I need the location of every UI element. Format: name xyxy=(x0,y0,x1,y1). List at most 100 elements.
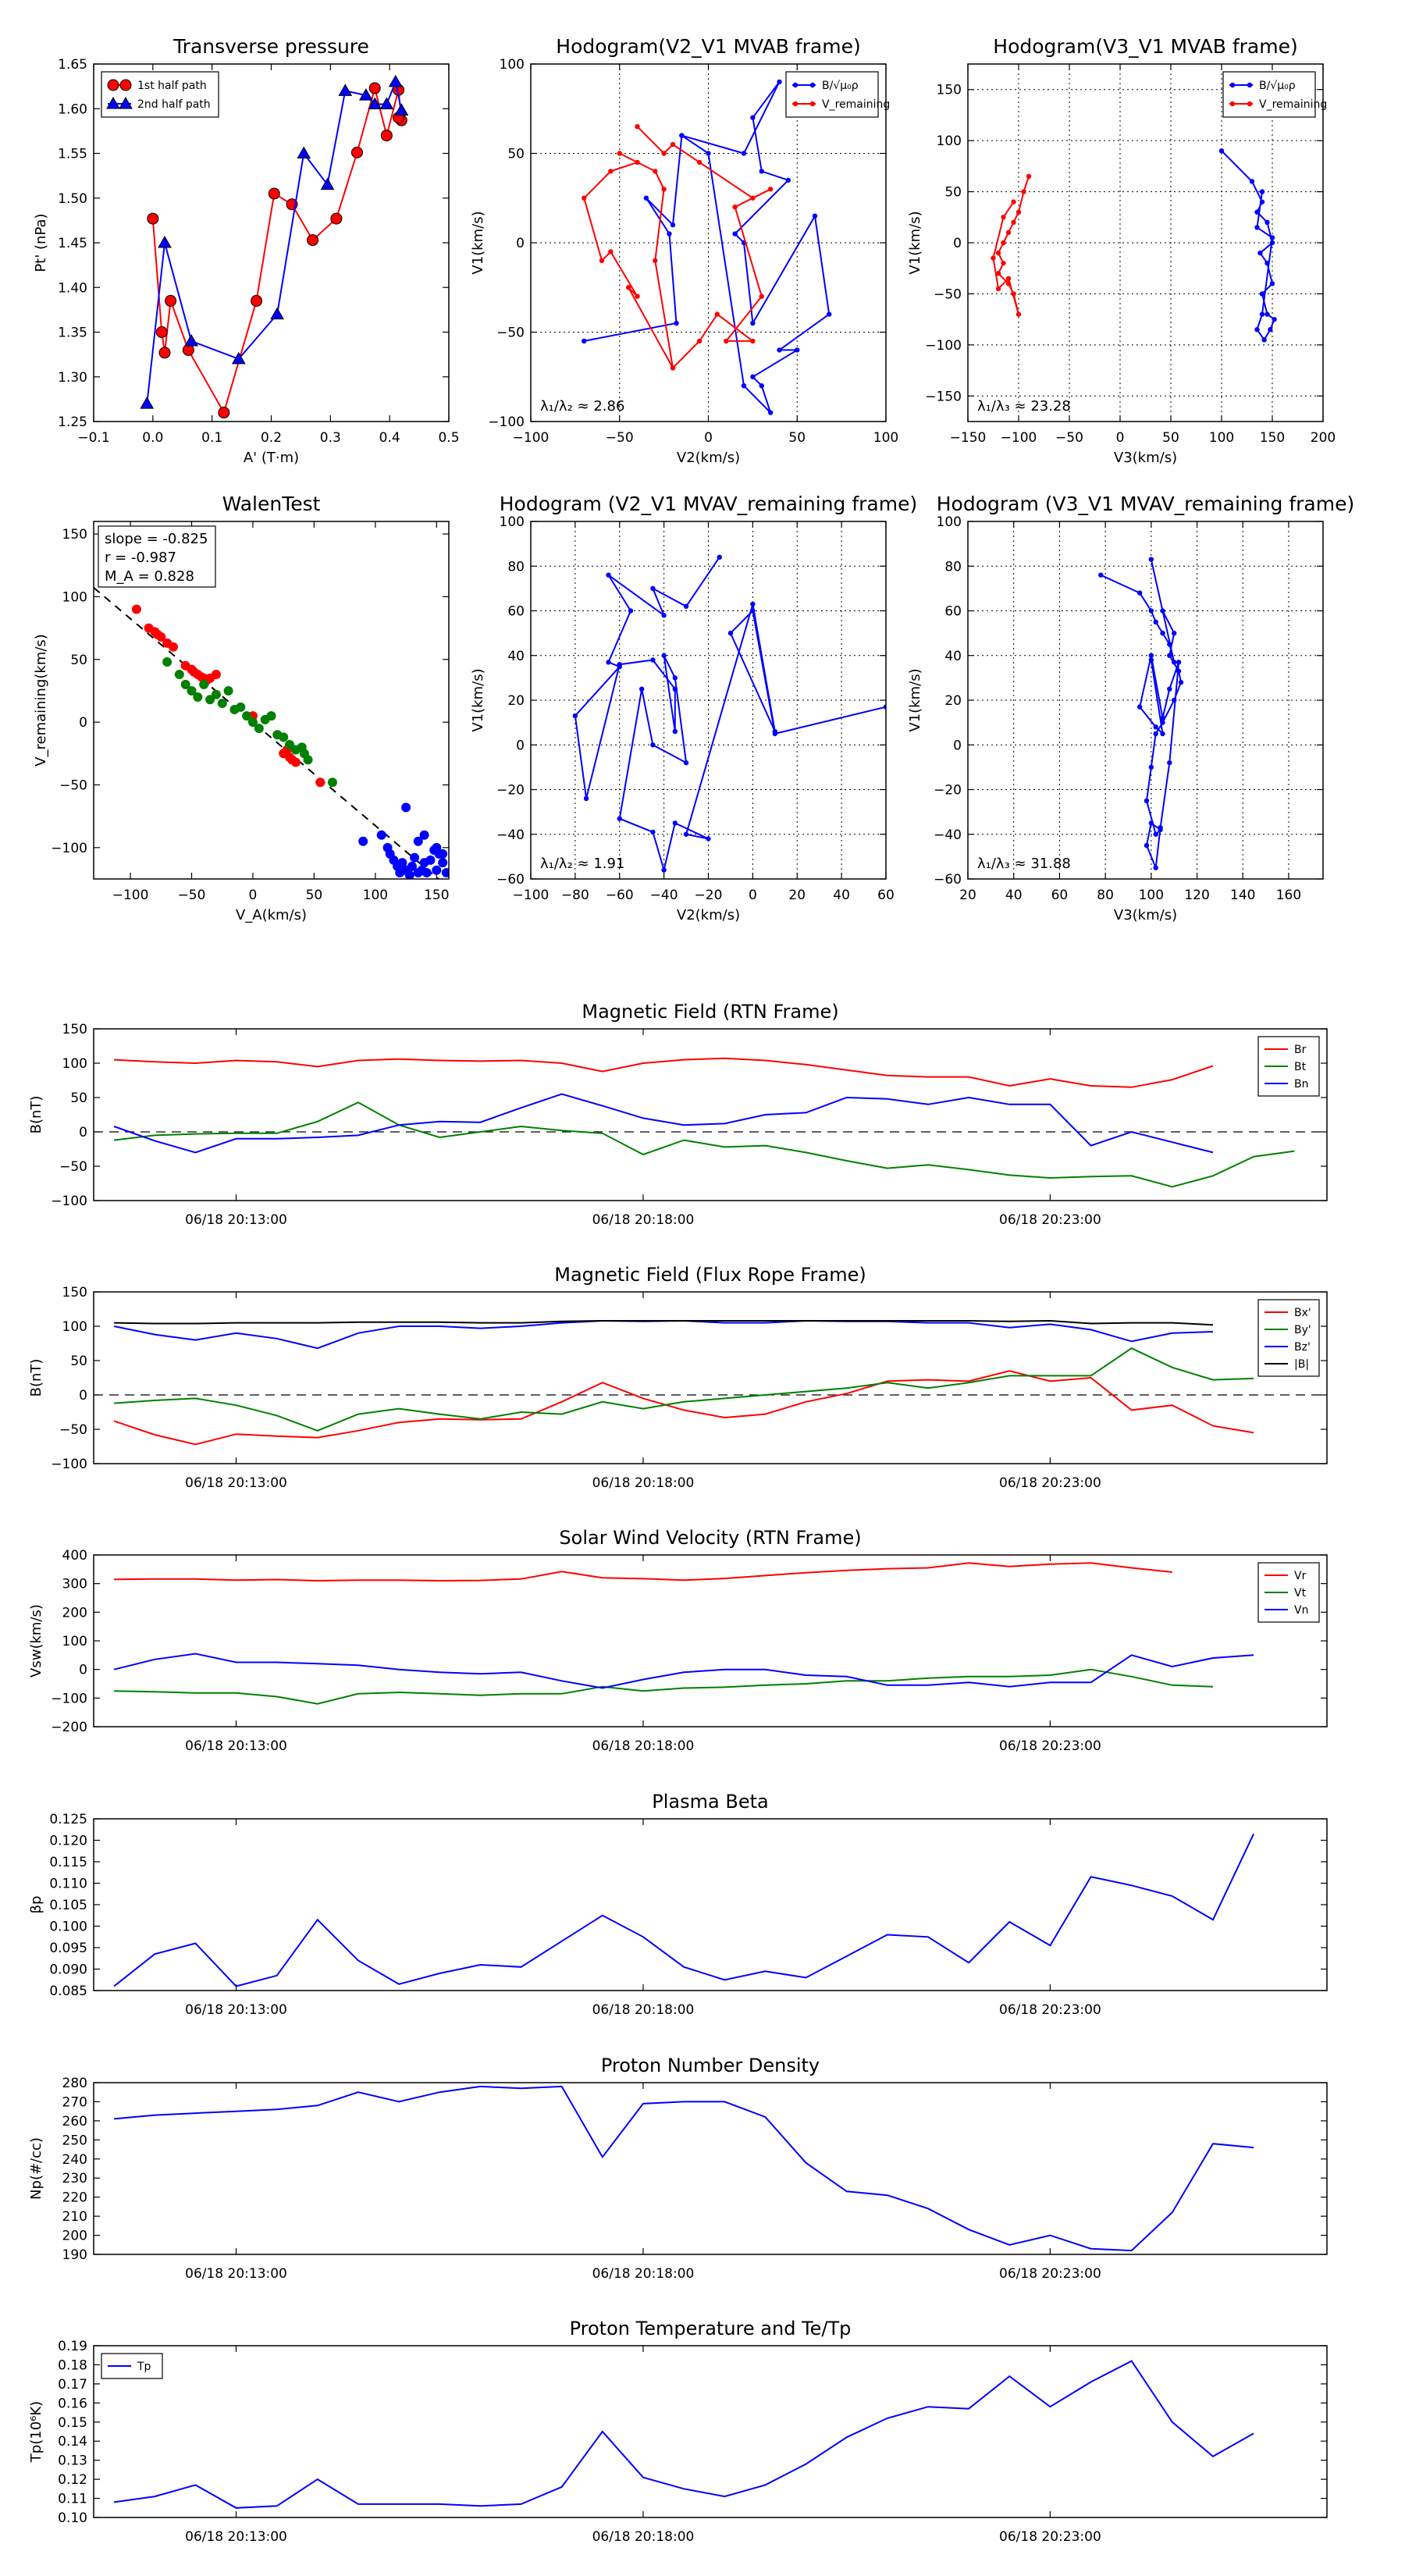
y-axis-label: B(nT) xyxy=(28,1359,44,1397)
x-tick-label: 06/18 20:23:00 xyxy=(999,1738,1101,1754)
legend-marker xyxy=(792,101,799,107)
y-tick-label: 0.10 xyxy=(58,2510,87,2526)
y-tick-label: 0.105 xyxy=(49,1898,87,1913)
x-tick-label: 0.3 xyxy=(320,430,341,446)
x-tick-label: 40 xyxy=(833,888,850,903)
data-point xyxy=(750,601,756,607)
y-axis-label: Tp(10⁶K) xyxy=(28,2401,44,2463)
data-point xyxy=(635,159,640,165)
data-point xyxy=(1144,798,1150,804)
x-tick-label: 06/18 20:23:00 xyxy=(999,1475,1101,1491)
legend-label: By' xyxy=(1294,1324,1311,1336)
data-point xyxy=(1171,630,1177,636)
y-tick-label: −40 xyxy=(934,827,962,843)
y-tick-label: −60 xyxy=(934,872,962,888)
x-tick-label: 0 xyxy=(249,888,258,903)
x-tick-label: −50 xyxy=(1055,430,1083,446)
data-point xyxy=(625,285,631,290)
y-tick-label: 20 xyxy=(507,693,525,709)
data-point xyxy=(750,608,756,614)
y-tick-label: 0 xyxy=(953,236,962,251)
stats-box xyxy=(98,525,216,588)
y-tick-label: 1.30 xyxy=(58,370,87,386)
plot-area xyxy=(114,2085,1254,2252)
data-point xyxy=(1264,260,1270,266)
y-tick-label: −100 xyxy=(51,1457,87,1472)
y-tick-label: −100 xyxy=(51,1691,87,1706)
data-point xyxy=(1005,281,1012,286)
data-point xyxy=(812,213,818,219)
chart-title: Magnetic Field (Flux Rope Frame) xyxy=(554,1264,866,1286)
x-tick-label: 0 xyxy=(704,430,713,446)
y-tick-label: −100 xyxy=(51,1194,87,1209)
y-axis-label: Vsw(km/s) xyxy=(28,1604,44,1678)
y-tick-label: 80 xyxy=(507,559,525,575)
data-point xyxy=(1160,630,1165,636)
series-line-B/√μ₀ρ xyxy=(1221,150,1275,342)
data-point xyxy=(582,338,587,344)
data-point xyxy=(1148,820,1154,826)
axes-frame xyxy=(93,521,450,880)
y-tick-label: 0.095 xyxy=(49,1941,87,1956)
x-axis-label: V2(km/s) xyxy=(677,450,740,466)
y-tick-label: 100 xyxy=(500,514,525,530)
axes-frame xyxy=(93,1818,1328,1991)
y-tick-label: 250 xyxy=(62,2133,87,2148)
y-tick-label: 40 xyxy=(944,649,962,664)
data-point xyxy=(380,130,393,142)
legend-label: B/√μ₀ρ xyxy=(822,80,859,92)
y-tick-label: 1.55 xyxy=(58,147,87,162)
y-axis-label: V1(km/s) xyxy=(907,668,923,731)
data-point xyxy=(617,816,622,821)
data-point xyxy=(670,141,676,148)
legend-label: Tp xyxy=(137,2361,151,2373)
y-tick-label: −150 xyxy=(925,389,962,404)
y-tick-label: 50 xyxy=(507,147,525,162)
legend-marker xyxy=(1247,101,1253,107)
legend-label: |B| xyxy=(1294,1358,1309,1371)
chart-title: Solar Wind Velocity (RTN Frame) xyxy=(559,1527,861,1549)
legend-marker xyxy=(809,101,816,107)
x-tick-label: 06/18 20:23:00 xyxy=(999,2266,1101,2282)
axes-frame xyxy=(967,63,1324,422)
y-tick-label: 240 xyxy=(62,2152,87,2168)
data-point xyxy=(724,338,729,344)
series-line-Bx' xyxy=(113,1370,1254,1446)
scatter-point xyxy=(211,670,221,680)
data-point xyxy=(1011,199,1016,205)
scatter-point xyxy=(397,858,407,868)
data-point xyxy=(338,84,353,96)
y-tick-label: 400 xyxy=(62,1548,87,1564)
legend-marker xyxy=(119,96,133,109)
data-point xyxy=(727,630,734,636)
data-point xyxy=(1254,225,1260,230)
data-point xyxy=(1176,668,1182,674)
x-tick-label: 200 xyxy=(1311,430,1336,446)
x-tick-label: 40 xyxy=(1005,888,1023,903)
stats-line: M_A = 0.828 xyxy=(105,568,194,585)
series-line-Vn xyxy=(113,1653,1254,1689)
legend-label: Vn xyxy=(1294,1604,1308,1617)
plot-area xyxy=(140,74,409,419)
scatter-point xyxy=(410,852,420,863)
data-point xyxy=(617,662,622,667)
data-point xyxy=(785,177,791,183)
data-point xyxy=(606,660,611,665)
x-axis-label: V_A(km/s) xyxy=(236,907,307,923)
data-point xyxy=(1171,660,1177,665)
data-point xyxy=(1158,824,1163,831)
chart-title: Proton Number Density xyxy=(601,2055,820,2076)
series-line-Vt xyxy=(114,1668,1214,1705)
x-tick-label: 06/18 20:13:00 xyxy=(185,1738,287,1754)
series-line-beta xyxy=(113,1833,1255,1987)
y-tick-label: 0.15 xyxy=(58,2415,87,2431)
data-point xyxy=(670,365,676,371)
scatter-point xyxy=(266,711,276,721)
x-tick-label: 06/18 20:18:00 xyxy=(592,1738,695,1754)
stats-line: r = -0.987 xyxy=(105,550,176,566)
data-point xyxy=(572,713,578,719)
y-tick-label: −50 xyxy=(59,777,87,793)
data-point xyxy=(307,234,319,247)
scatter-point xyxy=(327,777,337,788)
x-tick-label: 140 xyxy=(1230,888,1255,903)
